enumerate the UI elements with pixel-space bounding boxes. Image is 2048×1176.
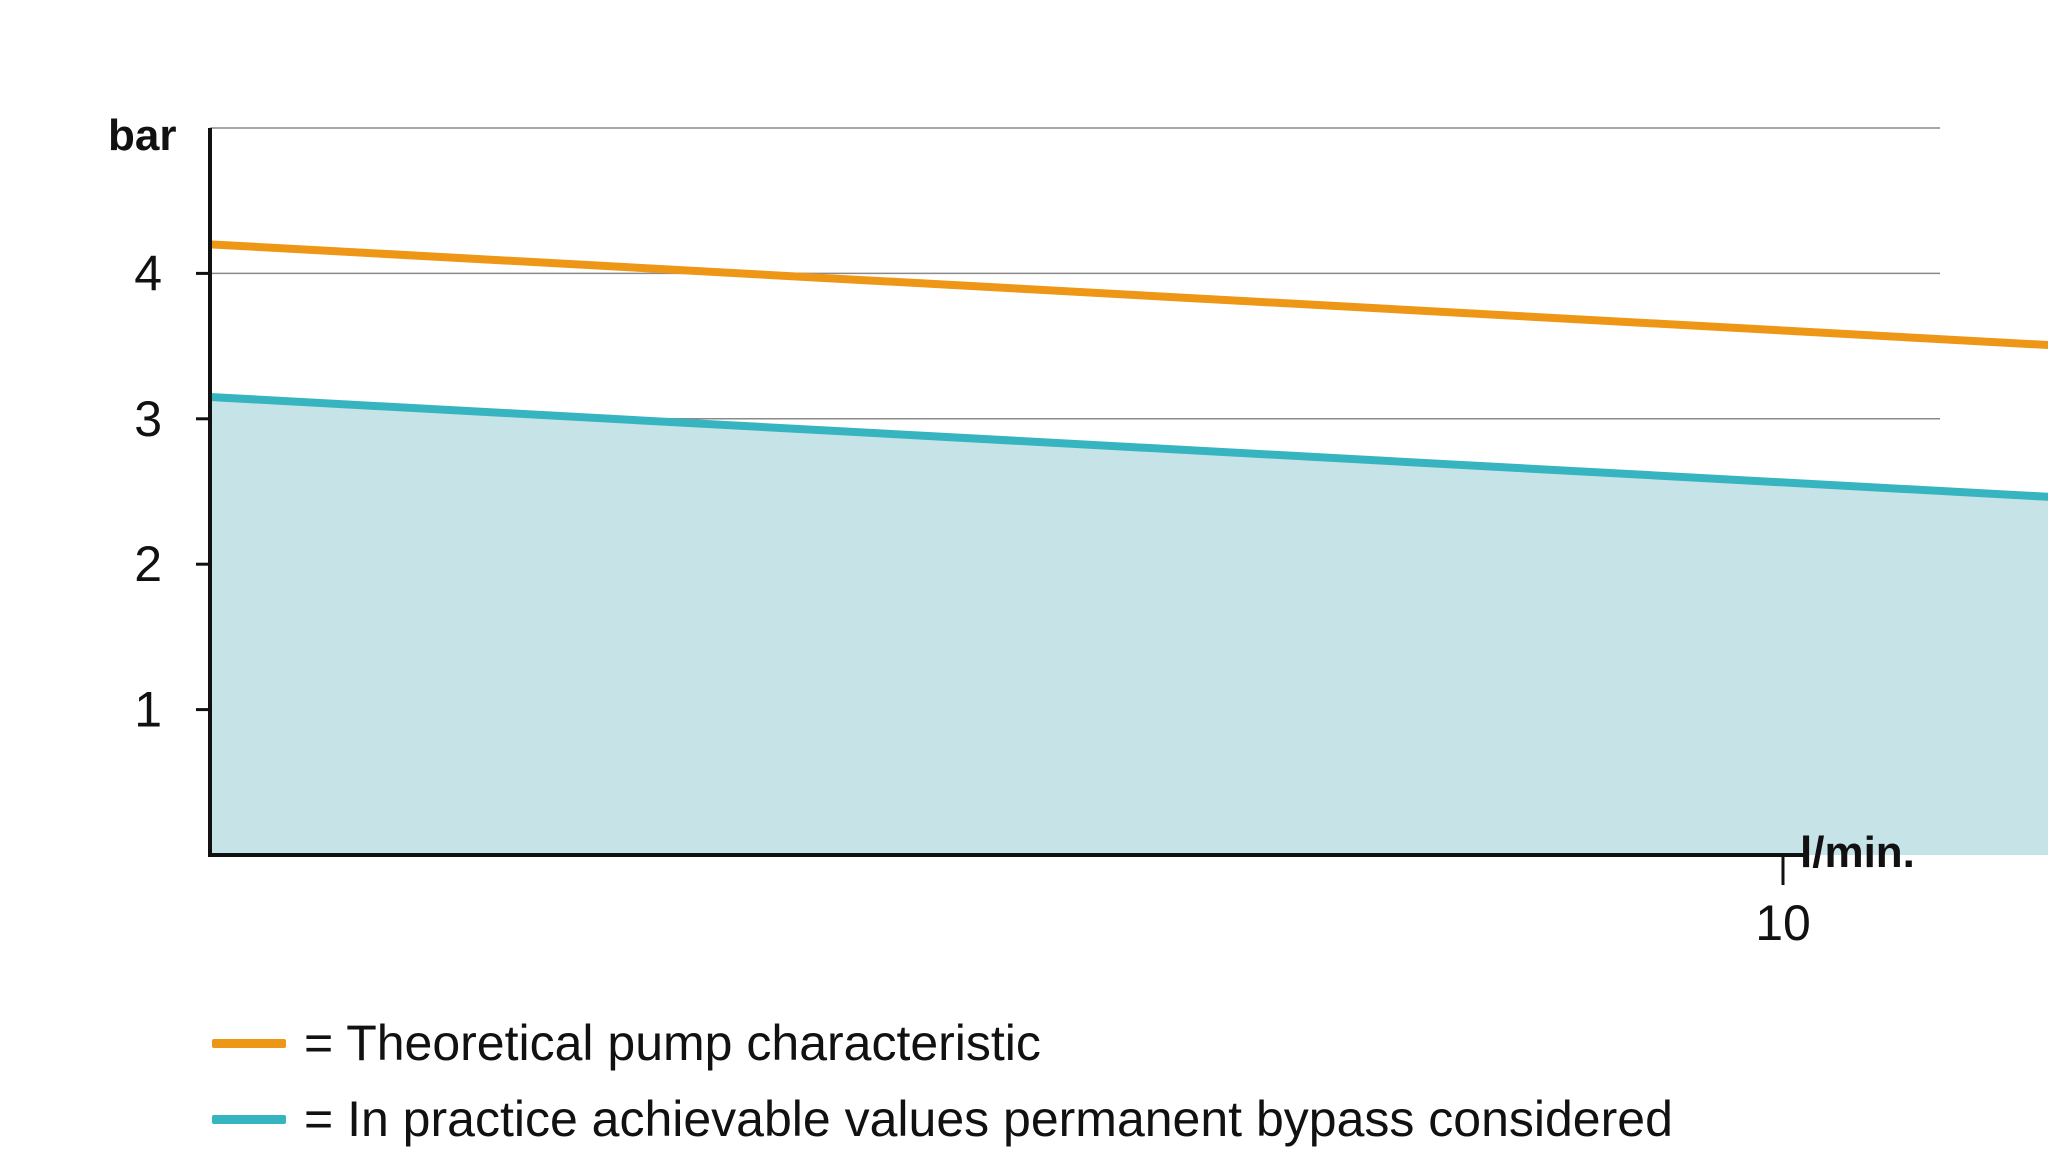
legend-label: = In practice achievable values permanen… [304, 1091, 1673, 1147]
legend-swatch-orange [212, 1038, 286, 1048]
legend-item-theoretical: = Theoretical pump characteristic [212, 1005, 1673, 1081]
area-fills [210, 396, 2048, 855]
series-line-2 [209, 392, 2048, 501]
legend: = Theoretical pump characteristic = In p… [212, 1005, 1673, 1157]
y-tick-label: 1 [134, 682, 162, 738]
y-tick-label: 4 [134, 245, 162, 301]
legend-label: = Theoretical pump characteristic [304, 1015, 1041, 1071]
series-line-1 [209, 240, 2048, 350]
y-tick-label: 2 [134, 536, 162, 592]
tick-labels: 1234102030405060708090100 [134, 245, 1811, 951]
axes [196, 128, 1806, 885]
y-axis-label: bar [108, 111, 176, 160]
series-lines [209, 240, 2048, 501]
legend-item-practical: = In practice achievable values permanen… [212, 1081, 1673, 1157]
x-tick-label: 10 [1755, 895, 1811, 951]
x-axis-label: l/min. [1800, 828, 1915, 877]
series-fill-area [210, 396, 2048, 855]
legend-swatch-teal [212, 1114, 286, 1124]
y-tick-label: 3 [134, 391, 162, 447]
